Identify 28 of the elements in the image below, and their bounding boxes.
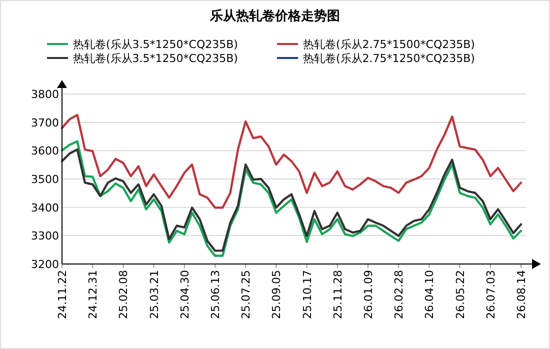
y-tick-label: 3800 [31, 88, 59, 101]
x-tick-label: 25.06.13 [209, 270, 222, 319]
y-tick-label: 3300 [31, 230, 59, 243]
x-tick-label: 25.09.05 [270, 270, 284, 319]
y-tick-label: 3400 [31, 201, 59, 214]
x-tick-label: 26.02.28 [392, 270, 406, 319]
x-tick-label: 26.04.10 [423, 270, 436, 319]
x-tick-label: 26.01.09 [362, 270, 375, 319]
x-tick-label: 26.08.14 [515, 270, 528, 319]
x-tick-label: 26.05.22 [454, 270, 467, 319]
x-tick-label: 25.04.30 [178, 270, 192, 319]
legend-label: 热轧卷(乐从2.75*1500*CQ235B) [303, 38, 475, 51]
x-tick-label: 26.07.03 [484, 270, 498, 319]
legend-label: 热轧卷(乐从3.5*1250*CQ235B) [73, 38, 238, 51]
x-tick-label: 25.11.28 [331, 270, 344, 319]
x-tick-label: 24.11.22 [56, 270, 69, 319]
legend-label: 热轧卷(乐从3.5*1250*CQ235B) [73, 52, 238, 65]
y-tick-label: 3500 [31, 173, 59, 186]
y-tick-label: 3600 [31, 144, 59, 158]
y-tick-label: 3700 [31, 116, 59, 130]
x-tick-label: 25.10.17 [300, 270, 314, 319]
x-tick-label: 25.07.25 [240, 270, 253, 319]
y-tick-label: 3200 [31, 258, 59, 271]
chart-title: 乐从热轧卷价格走势图 [209, 8, 340, 24]
x-tick-label: 25.03.21 [148, 270, 161, 319]
legend-label: 热轧卷(乐从2.75*1250*CQ235B) [303, 52, 475, 65]
x-tick-label: 24.12.31 [86, 270, 100, 319]
x-tick-label: 25.02.08 [117, 270, 130, 319]
